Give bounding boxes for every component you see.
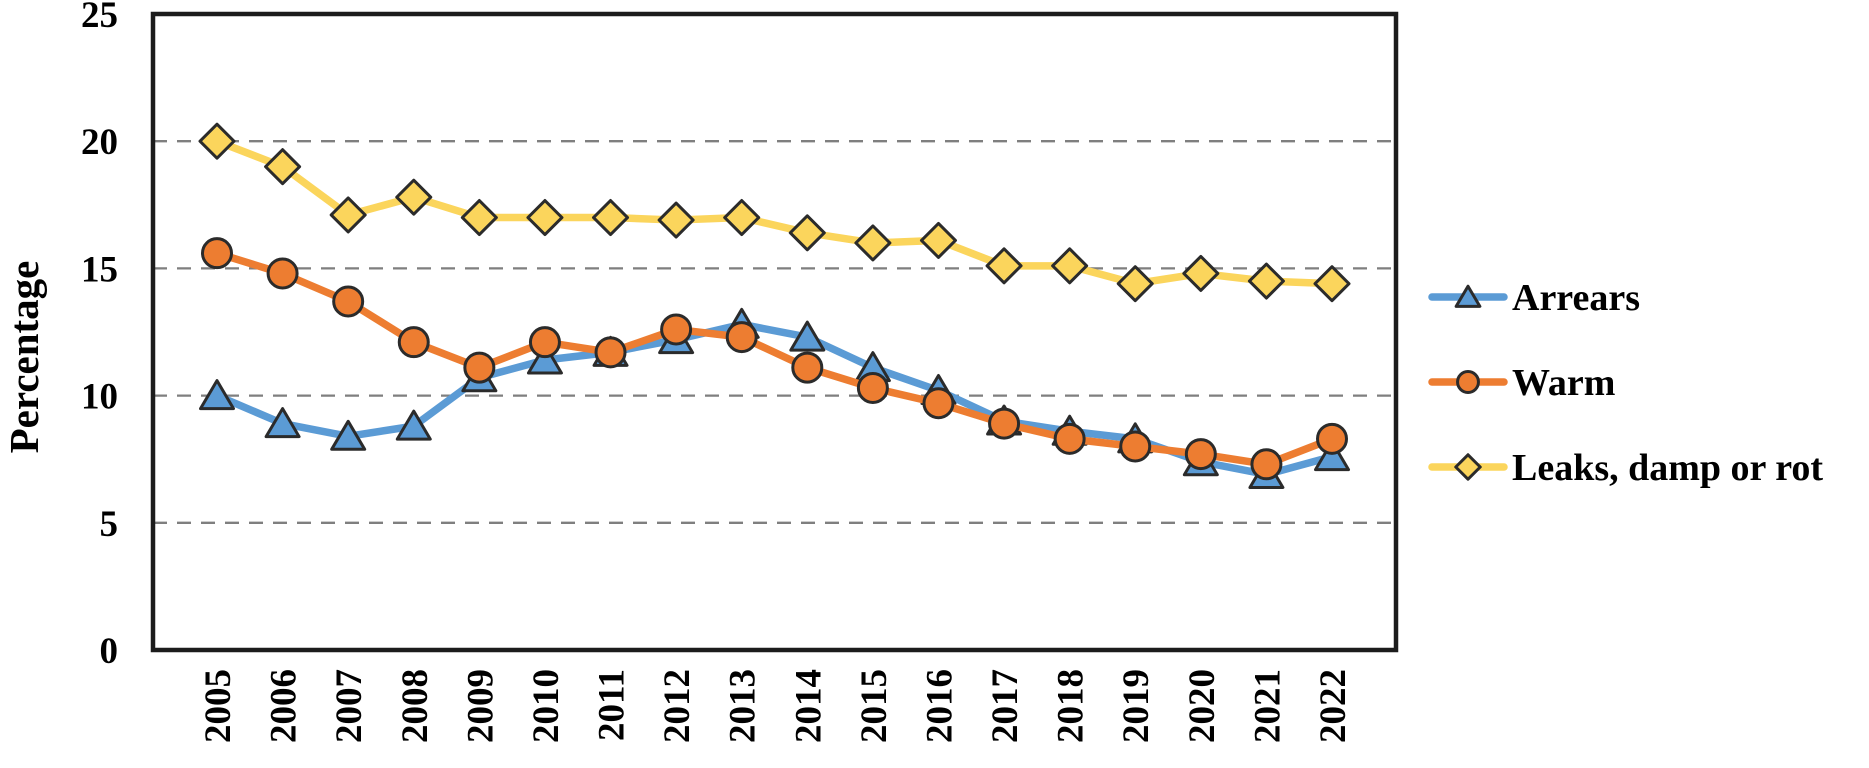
marker-leaks-damp-or-rot — [1116, 265, 1154, 303]
x-tick-label: 2022 — [1313, 669, 1354, 743]
x-tick-label: 2016 — [919, 669, 960, 743]
x-tick-label: 2017 — [985, 669, 1026, 743]
marker-leaks-damp-or-rot — [854, 224, 892, 262]
marker-leaks-damp-or-rot — [1051, 247, 1089, 285]
marker-leaks-damp-or-rot — [198, 122, 236, 160]
x-tick-label: 2020 — [1182, 669, 1223, 743]
plot-frame — [150, 11, 1399, 653]
marker-leaks-damp-or-rot — [788, 214, 826, 252]
legend-item-arrears: Arrears — [1428, 277, 1640, 319]
marker-warm — [988, 407, 1021, 440]
marker-warm — [856, 371, 889, 404]
legend-label: Warm — [1512, 362, 1615, 404]
marker-leaks-damp-or-rot — [329, 196, 367, 234]
marker-leaks-damp-or-rot — [264, 148, 302, 186]
marker-warm — [594, 336, 627, 369]
x-tick-label: 2011 — [592, 669, 633, 741]
x-tick-label: 2010 — [526, 669, 567, 743]
x-tick-label: 2007 — [329, 669, 370, 743]
marker-warm — [463, 351, 496, 384]
y-tick-label: 0 — [100, 631, 119, 672]
marker-warm — [1184, 438, 1217, 471]
marker-warm — [1316, 422, 1348, 455]
x-tick-label: 2006 — [264, 669, 305, 743]
legend-item-leaks-damp-or-rot: Leaks, damp or rot — [1428, 447, 1823, 489]
marker-leaks-damp-or-rot — [657, 201, 695, 239]
x-tick-label: 2018 — [1051, 669, 1092, 743]
y-tick-label: 20 — [81, 122, 118, 163]
marker-warm — [1119, 430, 1152, 463]
y-axis-title: Percentage — [1, 261, 47, 454]
marker-arrears — [1314, 440, 1350, 472]
marker-arrears — [330, 419, 367, 451]
x-tick-label: 2005 — [198, 669, 239, 743]
x-tick-label: 2019 — [1116, 669, 1157, 743]
marker-warm — [922, 387, 955, 420]
marker-warm — [266, 257, 299, 290]
x-tick-label: 2015 — [854, 669, 895, 743]
marker-warm — [332, 285, 365, 318]
marker-warm — [528, 326, 561, 359]
y-tick-label: 25 — [81, 0, 118, 36]
marker-leaks-damp-or-rot — [1313, 265, 1351, 303]
marker-leaks-damp-or-rot — [592, 199, 630, 237]
marker-leaks-damp-or-rot — [985, 247, 1023, 285]
legend-item-warm: Warm — [1428, 362, 1615, 404]
legend-marker-warm — [1456, 370, 1480, 394]
marker-warm — [397, 326, 430, 359]
marker-warm — [660, 313, 693, 346]
legend-marker-arrears — [1454, 284, 1482, 308]
marker-leaks-damp-or-rot — [723, 199, 761, 237]
y-tick-label: 15 — [81, 249, 118, 290]
x-tick-label: 2009 — [460, 669, 501, 743]
marker-warm — [1053, 422, 1086, 455]
x-tick-label: 2012 — [657, 669, 698, 743]
marker-warm — [791, 351, 824, 384]
series-line-leaks-damp-or-rot — [213, 137, 1336, 288]
legend-label: Leaks, damp or rot — [1512, 447, 1823, 489]
marker-leaks-damp-or-rot — [1247, 262, 1285, 300]
marker-leaks-damp-or-rot — [395, 178, 433, 216]
marker-leaks-damp-or-rot — [526, 199, 564, 237]
marker-warm — [201, 237, 233, 270]
marker-arrears — [526, 343, 563, 375]
marker-warm — [725, 321, 758, 354]
legend-marker-leaks-damp-or-rot — [1454, 453, 1482, 481]
marker-leaks-damp-or-rot — [919, 221, 957, 259]
marker-arrears — [789, 320, 826, 352]
x-tick-label: 2013 — [723, 669, 764, 743]
y-tick-label: 10 — [81, 377, 118, 418]
marker-warm — [1250, 448, 1283, 481]
marker-leaks-damp-or-rot — [1182, 254, 1220, 292]
x-tick-label: 2021 — [1247, 669, 1288, 743]
marker-arrears — [395, 409, 432, 441]
y-tick-label: 5 — [100, 504, 119, 545]
marker-arrears — [264, 407, 301, 439]
legend-label: Arrears — [1512, 277, 1640, 319]
marker-arrears — [199, 379, 235, 411]
marker-leaks-damp-or-rot — [460, 199, 498, 237]
x-tick-label: 2014 — [788, 669, 829, 743]
x-tick-label: 2008 — [395, 669, 436, 743]
